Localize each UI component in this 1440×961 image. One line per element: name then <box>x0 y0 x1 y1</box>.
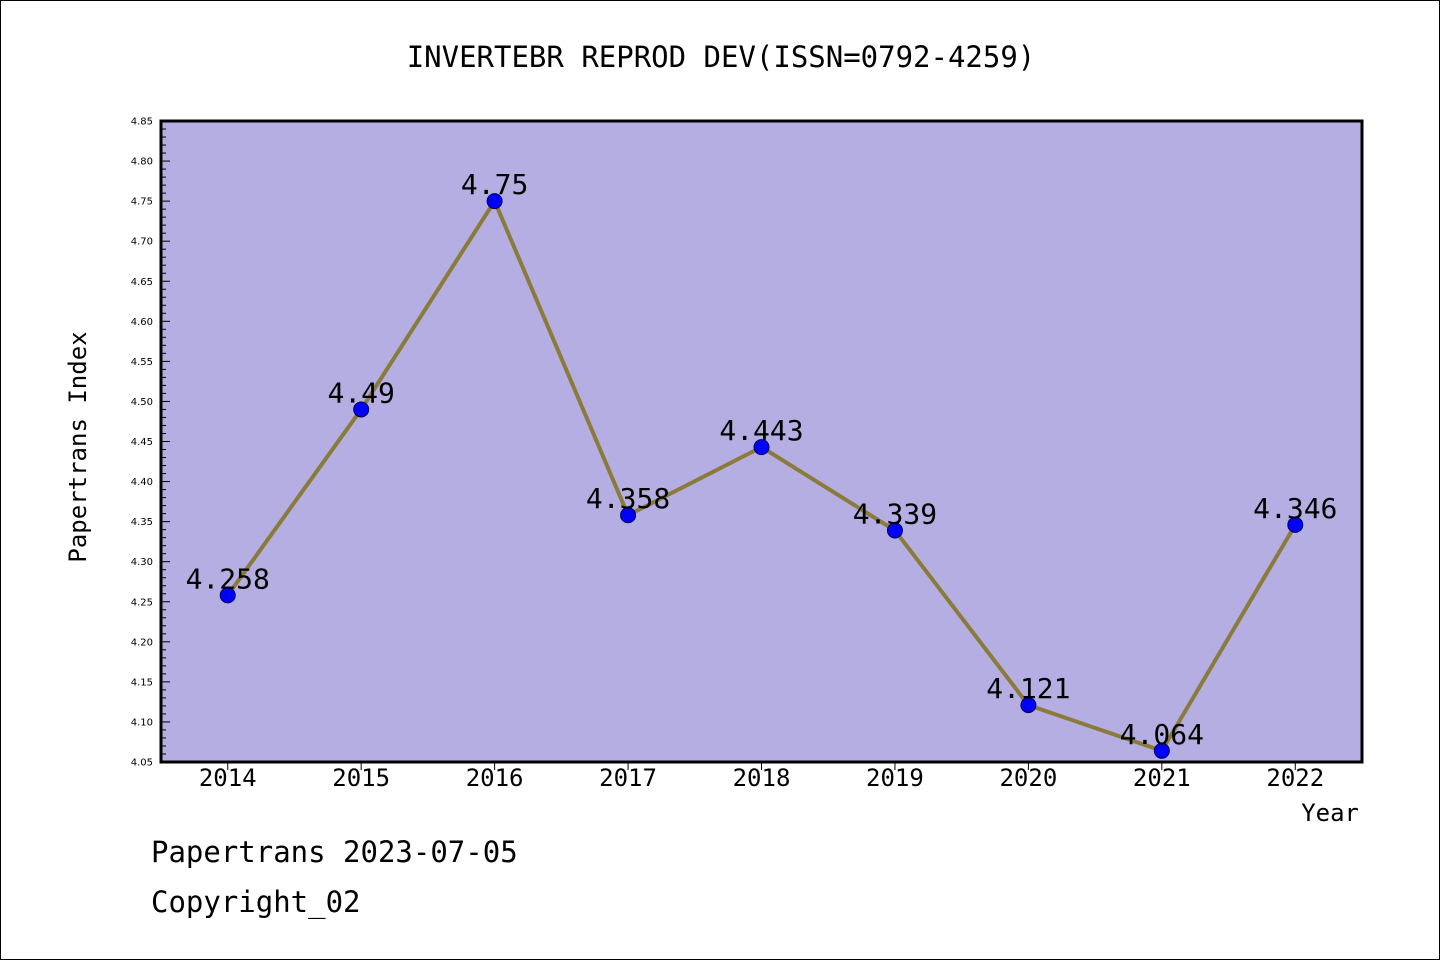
data-point-2016 <box>486 193 503 210</box>
y-tick-label: 4.30 <box>131 557 153 568</box>
data-label-2020: 4.121 <box>986 672 1070 705</box>
chart-title: INVERTEBR REPROD DEV(ISSN=0792-4259) <box>407 40 1036 74</box>
y-tick-label: 4.60 <box>131 317 153 328</box>
y-tick-label: 4.25 <box>131 597 153 608</box>
y-tick-label: 4.50 <box>131 397 153 408</box>
data-label-2014: 4.258 <box>186 562 270 595</box>
data-label-2017: 4.358 <box>586 482 670 515</box>
data-point-2020 <box>1020 697 1037 714</box>
y-tick-label: 4.35 <box>131 517 153 528</box>
y-axis-ticks: 4.05 4.10 4.15 4.20 4.25 4.30 4.35 4.40 4.45 4.50… <box>131 117 170 769</box>
data-value-labels: 4.258 4.49 4.75 4.358 4.443 4.339 4.121 4.064 4.… <box>186 168 1338 751</box>
footer-copyright: Copyright_02 <box>151 885 361 919</box>
data-point-2015 <box>353 401 370 418</box>
data-point-2014 <box>219 587 236 604</box>
x-tick-label: 2014 <box>199 764 257 792</box>
x-axis-ticks: 2014 2015 2016 2017 2018 2019 2020 2021 2022 <box>199 762 1324 792</box>
y-tick-label: 4.20 <box>131 637 153 648</box>
x-tick-label: 2019 <box>866 764 924 792</box>
data-point-2022 <box>1287 516 1304 533</box>
y-tick-label: 4.05 <box>131 758 153 769</box>
y-tick-label: 4.45 <box>131 437 153 448</box>
x-tick-label: 2016 <box>466 764 524 792</box>
y-tick-label: 4.15 <box>131 677 153 688</box>
data-point-2019 <box>886 522 903 539</box>
x-axis-label: Year <box>1301 799 1359 827</box>
x-tick-label: 2020 <box>999 764 1057 792</box>
y-tick-label: 4.40 <box>131 477 153 488</box>
x-tick-label: 2015 <box>332 764 390 792</box>
y-tick-label: 4.70 <box>131 237 153 248</box>
data-point-2021 <box>1153 742 1170 759</box>
data-label-2022: 4.346 <box>1253 492 1337 525</box>
x-tick-label: 2022 <box>1266 764 1324 792</box>
data-label-2021: 4.064 <box>1120 718 1204 751</box>
x-tick-label: 2018 <box>733 764 791 792</box>
y-tick-label: 4.65 <box>131 277 153 288</box>
data-label-2015: 4.49 <box>327 376 394 409</box>
y-tick-label: 4.75 <box>131 197 153 208</box>
footer-date: Papertrans 2023-07-05 <box>151 835 518 869</box>
data-point-2017 <box>620 507 637 524</box>
data-point-2018 <box>753 439 770 456</box>
x-tick-label: 2017 <box>599 764 657 792</box>
data-label-2016: 4.75 <box>461 168 528 201</box>
data-markers <box>219 193 1304 759</box>
y-tick-label: 4.10 <box>131 717 153 728</box>
data-label-2018: 4.443 <box>719 414 803 447</box>
data-label-2019: 4.339 <box>853 497 937 530</box>
y-tick-label: 4.80 <box>131 157 153 168</box>
y-tick-label: 4.85 <box>131 117 153 128</box>
y-axis-label: Papertrans Index <box>64 331 92 562</box>
y-tick-label: 4.55 <box>131 357 153 368</box>
x-tick-label: 2021 <box>1133 764 1191 792</box>
